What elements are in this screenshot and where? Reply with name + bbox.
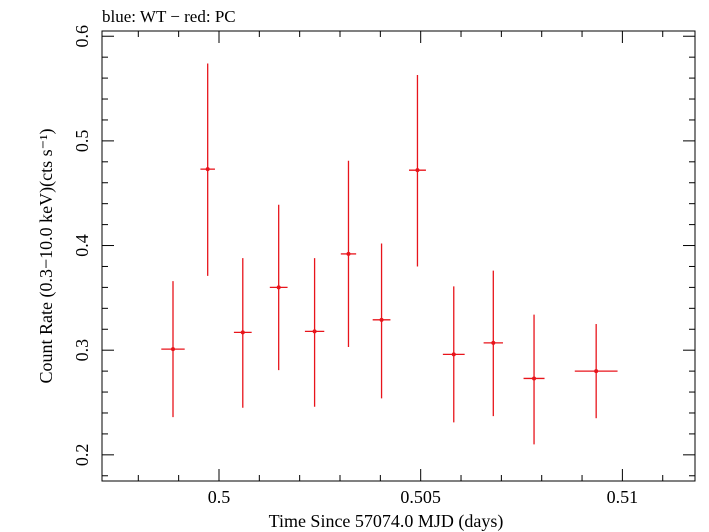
- data-point: [442, 286, 465, 423]
- data-marker: [451, 352, 456, 357]
- data-point: [574, 324, 618, 419]
- data-point: [161, 281, 185, 418]
- y-tick-label: 0.4: [72, 234, 92, 257]
- data-point: [372, 243, 391, 399]
- data-point: [408, 74, 426, 267]
- data-marker: [205, 167, 210, 172]
- data-point: [233, 258, 252, 408]
- x-tick-label: 0.505: [400, 487, 441, 507]
- data-marker: [276, 285, 281, 290]
- axis-ticks: [102, 31, 695, 481]
- data-point: [340, 160, 357, 348]
- data-marker: [312, 329, 317, 334]
- plot-frame: [101, 30, 696, 482]
- data-point: [483, 270, 503, 417]
- data-marker: [415, 168, 420, 173]
- y-tick-label: 0.2: [72, 444, 92, 467]
- y-axis-label: Count Rate (0.3−10.0 keV)(cts s⁻¹): [36, 128, 57, 383]
- chart-title: blue: WT − red: PC: [102, 7, 236, 26]
- data-marker: [346, 251, 351, 256]
- data-marker: [240, 330, 245, 335]
- x-tick-labels: 0.5 0.505 0.51: [208, 487, 638, 507]
- data-point: [269, 204, 288, 371]
- y-tick-label: 0.6: [72, 25, 92, 48]
- y-tick-label: 0.5: [72, 130, 92, 153]
- data-point: [200, 63, 215, 276]
- data-points: [161, 63, 618, 445]
- y-tick-label: 0.3: [72, 339, 92, 362]
- data-marker: [594, 369, 599, 374]
- y-tick-labels: 0.2 0.3 0.4 0.5 0.6: [72, 25, 92, 466]
- data-marker: [532, 376, 537, 381]
- data-point: [523, 314, 545, 445]
- x-tick-label: 0.51: [607, 487, 639, 507]
- data-marker: [170, 347, 175, 352]
- data-point: [304, 258, 325, 407]
- x-tick-label: 0.5: [208, 487, 231, 507]
- data-marker: [379, 317, 384, 322]
- data-marker: [491, 340, 496, 345]
- x-axis-label: Time Since 57074.0 MJD (days): [269, 511, 504, 532]
